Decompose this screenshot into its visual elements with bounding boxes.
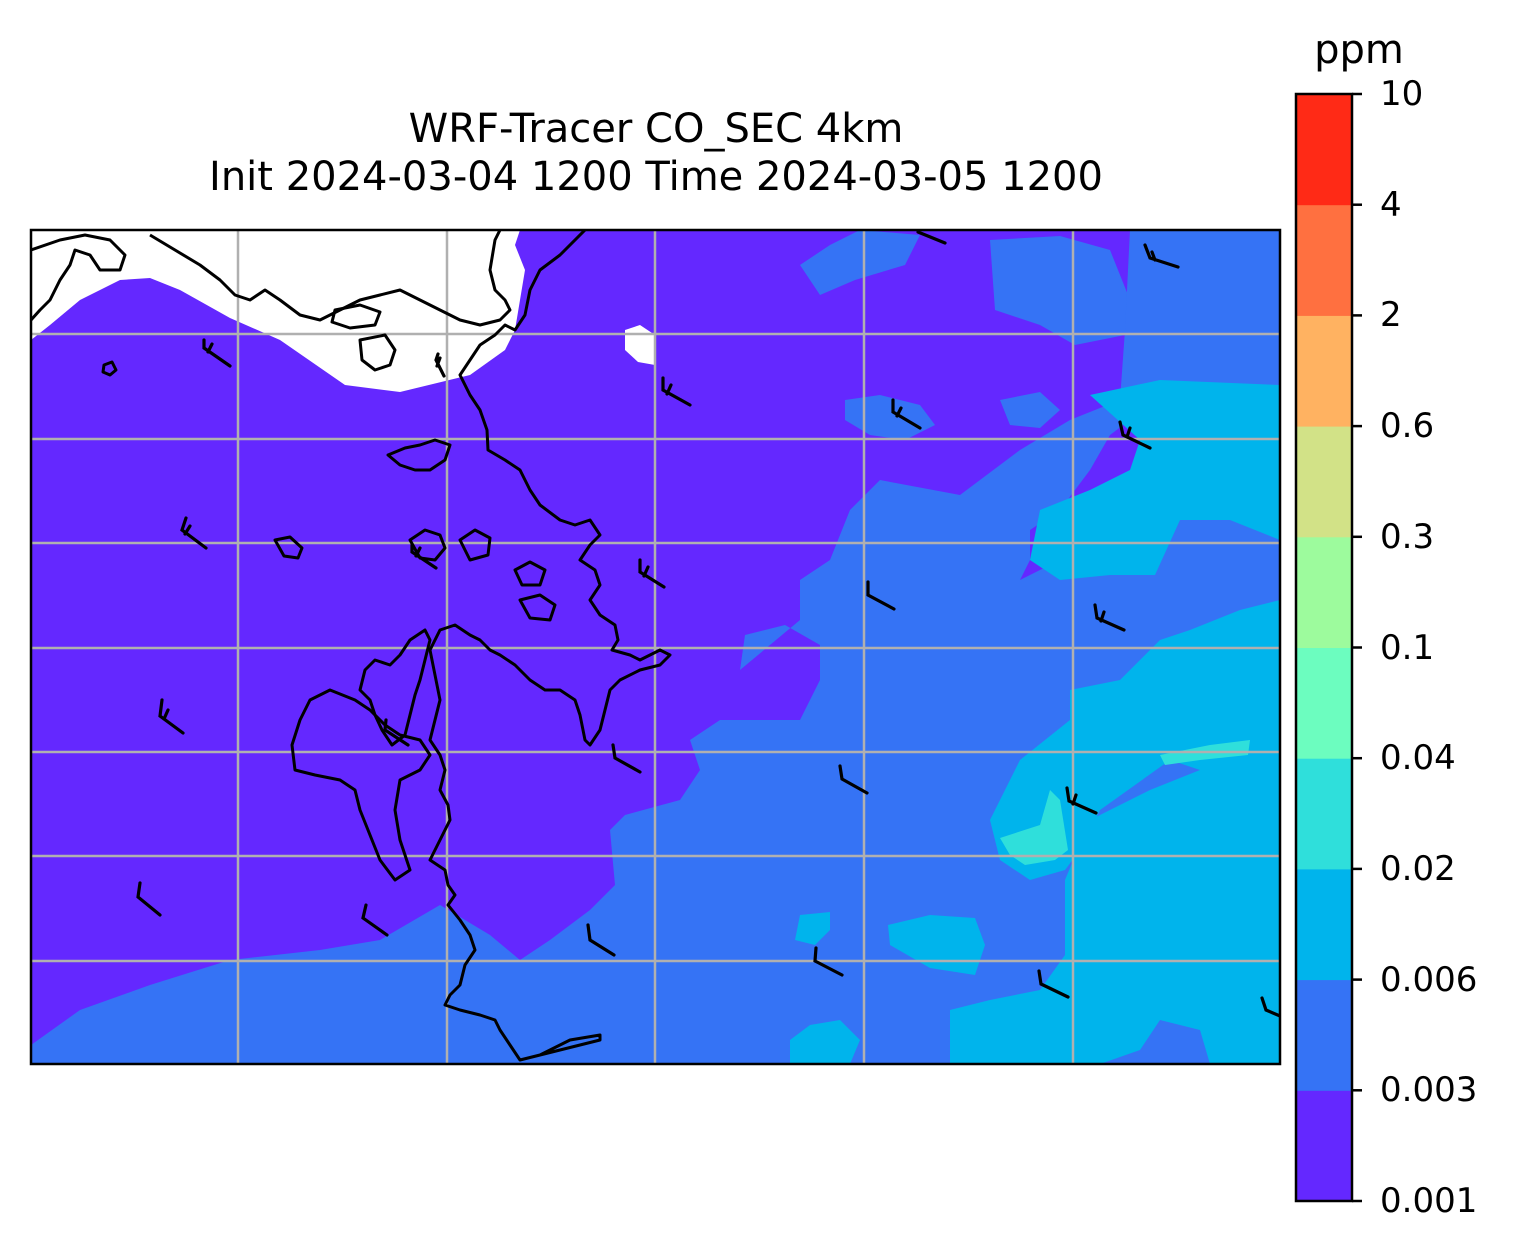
map-frame <box>29 228 1282 1066</box>
title-line-2: Init 2024-03-04 1200 Time 2024-03-05 120… <box>209 154 1103 200</box>
coastline-north-a <box>31 233 127 322</box>
coastline-inlet <box>358 628 432 747</box>
wind-barb <box>383 718 410 747</box>
wind-barb <box>1065 786 1098 815</box>
colorbar <box>1296 92 1362 1203</box>
wind-barb <box>158 698 185 735</box>
colorbar-tick-label: 2 <box>1380 295 1402 336</box>
colorbar-tick-label: 10 <box>1380 74 1424 114</box>
colorbar-tick-label: 0.02 <box>1380 848 1456 889</box>
field-band-0.006-south <box>790 1020 860 1064</box>
colorbar-swatch <box>1296 758 1352 870</box>
wind-barb <box>611 743 642 774</box>
wind-barb <box>866 580 896 611</box>
colorbar-frame <box>1294 92 1354 1203</box>
coastline-island-1 <box>330 303 382 330</box>
colorbar-tick-label: 0.003 <box>1380 1070 1478 1111</box>
colorbar-swatch <box>1296 1090 1352 1202</box>
colorbar-tick-label: 0.04 <box>1380 738 1456 779</box>
colorbar-swatch <box>1296 979 1352 1091</box>
wind-barb <box>361 903 389 937</box>
wind-barb <box>638 558 666 589</box>
field-band-0.02 <box>1000 790 1068 865</box>
coastline-islands-mid <box>408 528 557 622</box>
wind-barbs <box>136 230 1280 1018</box>
wind-barb <box>891 398 922 430</box>
colorbar-tick-label: 0.006 <box>1380 959 1478 1000</box>
map-title: WRF-Tracer CO_SEC 4km Init 2024-03-04 12… <box>30 105 1282 201</box>
colorbar-tick-label: 4 <box>1380 184 1402 225</box>
coastline-north-b <box>149 230 512 327</box>
coastline-island-4 <box>273 535 304 560</box>
wind-barb <box>1260 996 1280 1018</box>
colorbar-tick-label: 0.3 <box>1380 516 1435 557</box>
coastline-island-2 <box>358 333 397 372</box>
wind-barb <box>661 376 692 407</box>
wind-barb <box>1093 603 1126 632</box>
wind-barb <box>180 516 208 550</box>
field-band-0.003-east <box>1120 230 1280 400</box>
colorbar-swatch <box>1296 426 1352 538</box>
wind-barb <box>136 881 162 917</box>
gridlines <box>31 230 1280 1064</box>
map-panel <box>31 230 1280 1064</box>
coastline-main <box>428 230 672 1062</box>
colorbar-swatch <box>1296 647 1352 759</box>
field-band-0.003-north <box>800 230 920 295</box>
coastline-island-3 <box>101 360 118 377</box>
colorbar-swatch <box>1296 204 1352 316</box>
field-band-0.003-patch <box>845 395 935 440</box>
colorbar-tick-label: 0.001 <box>1380 1181 1478 1221</box>
colorbar-tick-label: 0.1 <box>1380 627 1435 668</box>
colorbar-swatch <box>1296 315 1352 427</box>
colorbar-units: ppm <box>1314 27 1404 73</box>
wind-barb <box>916 230 947 245</box>
coastlines <box>31 230 672 1062</box>
field-band-0.006 <box>950 380 1280 1064</box>
wind-barb <box>838 764 869 795</box>
field-band-0.006-patch <box>795 912 830 945</box>
colorbar-tick-label: 0.6 <box>1380 406 1435 447</box>
field-band-0.003-northeast <box>990 236 1130 345</box>
field-band-0.003 <box>31 400 1280 1064</box>
wind-barb <box>813 946 844 977</box>
wind-barb <box>1143 243 1180 269</box>
colorbar-swatch <box>1296 536 1352 648</box>
wind-barb <box>434 352 446 378</box>
wind-barb <box>1037 969 1070 999</box>
coastline-bay <box>290 688 432 882</box>
coastline-sound <box>386 438 452 472</box>
no-data-region <box>31 230 525 392</box>
wind-barb <box>586 923 616 957</box>
wind-barb <box>410 543 438 570</box>
title-line-1: WRF-Tracer CO_SEC 4km <box>408 106 904 152</box>
colorbar-swatch <box>1296 868 1352 981</box>
field-band-0.003-patch2 <box>1000 392 1060 428</box>
colorbar-swatch <box>1296 94 1352 206</box>
wind-barb <box>202 338 232 368</box>
wind-barb <box>1118 420 1152 450</box>
